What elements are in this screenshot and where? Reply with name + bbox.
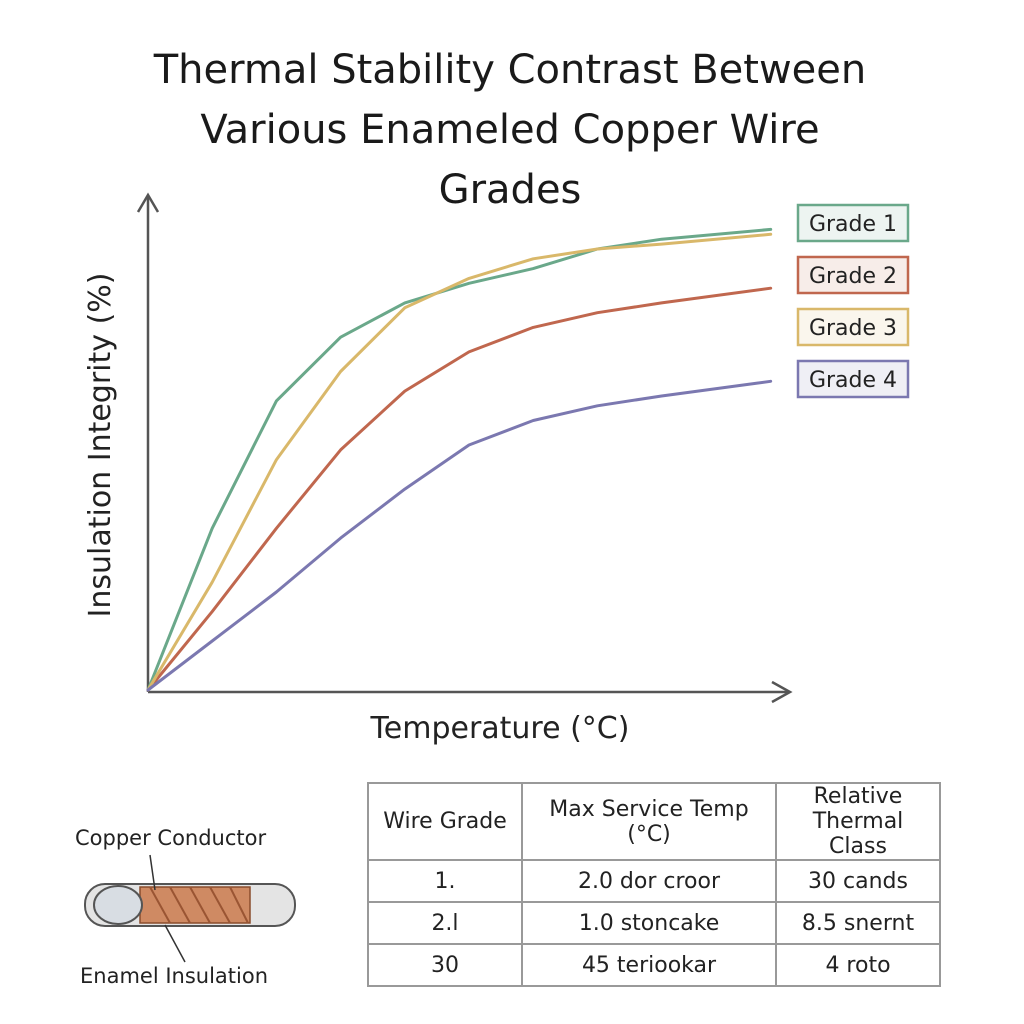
wire-end [93,885,143,925]
axes [136,192,793,704]
table-cell: 2.l [367,901,523,945]
table-row: Wire Grade Max Service Temp (°C) Relative … [367,782,941,861]
table-cell: 4 roto [775,943,941,987]
series-line [146,232,773,692]
table-row: 30 45 teriookar 4 roto [367,943,941,987]
wire-strands [149,886,249,924]
y-axis-label: Insulation Integrity (%) [83,273,118,618]
x-axis-label: Temperature (°C) [370,711,630,746]
leader-line [149,854,156,891]
wire-copper [139,886,251,924]
legend-box [796,359,910,399]
legend-box [796,255,910,295]
table-header-cell: Wire Grade [367,782,523,861]
legend-label: Grade 1 [809,212,897,237]
legend-label: Grade 2 [809,264,897,289]
legend-box [796,203,910,243]
insulation-label: Enamel Insulation [80,964,268,988]
legend-box [796,307,910,347]
wire-diagram: Copper Conductor Enamel Insulation [75,826,296,988]
x-arrow [771,680,793,704]
table-cell: 2.0 dor croor [521,859,777,903]
table-header-cell: Relative Thermal Class [775,782,941,861]
table-row: 1. 2.0 dor croor 30 cands [367,859,941,903]
y-arrow [136,192,160,213]
table-row: 2.l 1.0 stoncake 8.5 snernt [367,901,941,945]
table-cell: 45 teriookar [521,943,777,987]
series-line [146,227,773,692]
table-header-cell: Max Service Temp (°C) [521,782,777,861]
series-line [146,286,773,692]
chart-title: Thermal Stability Contrast Between Vario… [153,47,867,213]
table-cell: 30 [367,943,523,987]
table-cell: 8.5 snernt [775,901,941,945]
legend-label: Grade 4 [809,368,897,393]
data-table: Wire Grade Max Service Temp (°C) Relative … [367,782,941,987]
leader-line [164,924,186,963]
legend-label: Grade 3 [809,316,897,341]
table-cell: 30 cands [775,859,941,903]
table-cell: 1.0 stoncake [521,901,777,945]
series-line [146,379,773,692]
conductor-label: Copper Conductor [75,826,266,850]
table-cell: 1. [367,859,523,903]
